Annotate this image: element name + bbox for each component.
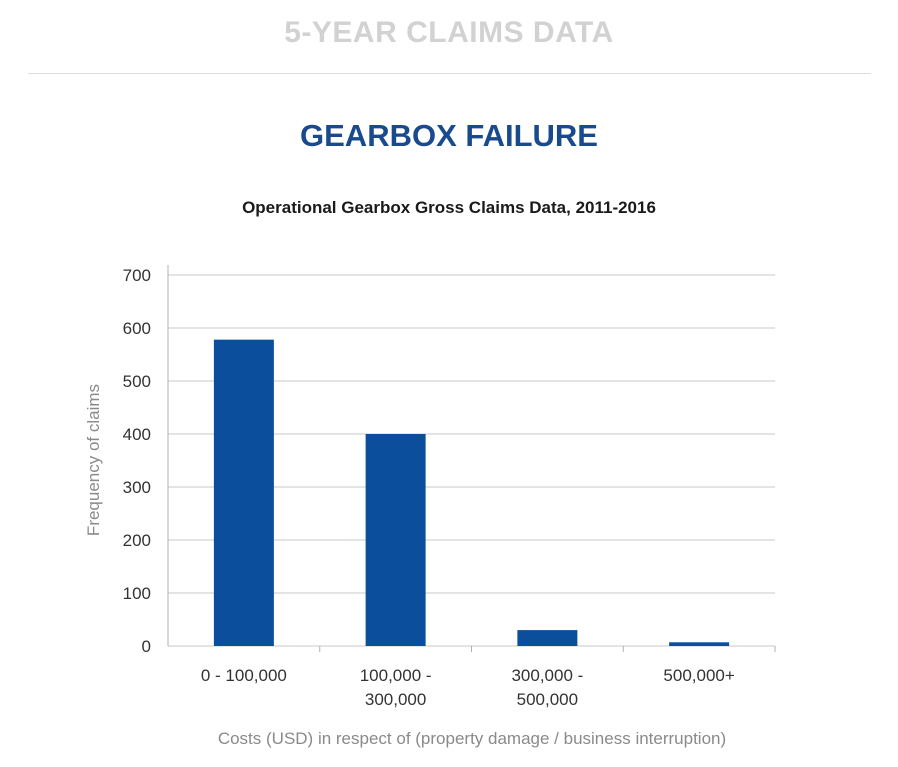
bar (669, 642, 730, 646)
y-tick-label: 100 (123, 584, 151, 603)
x-axis-title: Costs (USD) in respect of (property dama… (218, 729, 726, 748)
y-tick-label: 0 (142, 637, 151, 656)
section-title: 5-YEAR CLAIMS DATA (284, 16, 614, 49)
x-tick-label: 0 - 100,000 (201, 666, 287, 685)
y-tick-label: 600 (123, 319, 151, 338)
x-tick-label: 500,000+ (663, 666, 734, 685)
divider (28, 73, 871, 74)
chart-heading: GEARBOX FAILURE (300, 118, 598, 153)
y-tick-label: 200 (123, 531, 151, 550)
x-tick-label: 300,000 - (511, 666, 583, 685)
y-tick-label: 500 (123, 372, 151, 391)
x-tick-label: 300,000 (365, 690, 426, 709)
y-tick-label: 700 (123, 266, 151, 285)
x-tick-label: 100,000 - (360, 666, 432, 685)
bar (213, 339, 274, 646)
x-tick-label: 500,000 (517, 690, 578, 709)
y-tick-label: 300 (123, 478, 151, 497)
y-axis-title: Frequency of claims (84, 384, 103, 536)
bar (517, 630, 578, 646)
chart-title: Operational Gearbox Gross Claims Data, 2… (242, 198, 656, 217)
bar (365, 434, 426, 646)
y-tick-label: 400 (123, 425, 151, 444)
